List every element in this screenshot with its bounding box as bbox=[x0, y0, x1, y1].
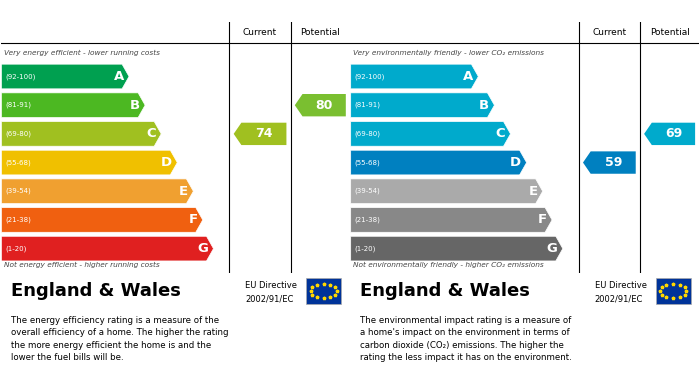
Text: F: F bbox=[188, 213, 197, 226]
Polygon shape bbox=[1, 93, 145, 118]
Text: A: A bbox=[113, 70, 124, 83]
Text: G: G bbox=[197, 242, 208, 255]
Text: (69-80): (69-80) bbox=[5, 131, 31, 137]
Text: Potential: Potential bbox=[650, 28, 690, 37]
Text: (1-20): (1-20) bbox=[354, 246, 376, 252]
Text: 59: 59 bbox=[605, 156, 622, 169]
Text: Environmental Impact (CO₂) Rating: Environmental Impact (CO₂) Rating bbox=[355, 5, 587, 18]
Text: G: G bbox=[547, 242, 557, 255]
Text: 74: 74 bbox=[255, 127, 272, 140]
Text: England & Wales: England & Wales bbox=[11, 282, 181, 300]
Text: D: D bbox=[510, 156, 522, 169]
Text: (81-91): (81-91) bbox=[5, 102, 31, 108]
Polygon shape bbox=[1, 122, 161, 146]
Text: Potential: Potential bbox=[300, 28, 340, 37]
Text: D: D bbox=[161, 156, 172, 169]
Text: Not energy efficient - higher running costs: Not energy efficient - higher running co… bbox=[4, 262, 160, 269]
Polygon shape bbox=[351, 93, 494, 118]
FancyBboxPatch shape bbox=[307, 278, 342, 304]
Text: B: B bbox=[130, 99, 140, 112]
Text: (69-80): (69-80) bbox=[354, 131, 380, 137]
Text: E: E bbox=[179, 185, 188, 198]
Text: A: A bbox=[463, 70, 473, 83]
Polygon shape bbox=[1, 208, 203, 232]
Polygon shape bbox=[1, 179, 193, 204]
Polygon shape bbox=[234, 123, 286, 145]
Text: EU Directive: EU Directive bbox=[594, 281, 647, 290]
Text: (92-100): (92-100) bbox=[354, 73, 384, 80]
Text: (55-68): (55-68) bbox=[5, 159, 31, 166]
Text: Current: Current bbox=[592, 28, 626, 37]
Text: 2002/91/EC: 2002/91/EC bbox=[245, 294, 293, 303]
Text: (1-20): (1-20) bbox=[5, 246, 27, 252]
Text: (21-38): (21-38) bbox=[5, 217, 31, 223]
Text: 69: 69 bbox=[665, 127, 682, 140]
Text: Very energy efficient - lower running costs: Very energy efficient - lower running co… bbox=[4, 50, 160, 56]
Text: (81-91): (81-91) bbox=[354, 102, 380, 108]
Text: F: F bbox=[538, 213, 547, 226]
Text: C: C bbox=[496, 127, 505, 140]
Polygon shape bbox=[351, 208, 552, 232]
Text: England & Wales: England & Wales bbox=[360, 282, 531, 300]
Polygon shape bbox=[351, 150, 526, 175]
Polygon shape bbox=[1, 236, 214, 261]
Polygon shape bbox=[351, 64, 478, 89]
Text: 2002/91/EC: 2002/91/EC bbox=[594, 294, 643, 303]
Polygon shape bbox=[295, 94, 346, 117]
Text: The energy efficiency rating is a measure of the
overall efficiency of a home. T: The energy efficiency rating is a measur… bbox=[11, 316, 229, 362]
Text: (55-68): (55-68) bbox=[354, 159, 380, 166]
Text: Not environmentally friendly - higher CO₂ emissions: Not environmentally friendly - higher CO… bbox=[354, 262, 544, 269]
Polygon shape bbox=[1, 150, 177, 175]
Polygon shape bbox=[583, 151, 636, 174]
Text: B: B bbox=[479, 99, 489, 112]
Text: (92-100): (92-100) bbox=[5, 73, 35, 80]
Text: Very environmentally friendly - lower CO₂ emissions: Very environmentally friendly - lower CO… bbox=[354, 50, 545, 56]
Text: EU Directive: EU Directive bbox=[245, 281, 298, 290]
Text: Energy Efficiency Rating: Energy Efficiency Rating bbox=[6, 5, 169, 18]
Text: (39-54): (39-54) bbox=[354, 188, 380, 194]
Polygon shape bbox=[351, 179, 542, 204]
Text: The environmental impact rating is a measure of
a home's impact on the environme: The environmental impact rating is a mea… bbox=[360, 316, 572, 362]
Polygon shape bbox=[351, 236, 563, 261]
Polygon shape bbox=[1, 64, 129, 89]
Text: (39-54): (39-54) bbox=[5, 188, 31, 194]
Text: C: C bbox=[146, 127, 156, 140]
FancyBboxPatch shape bbox=[656, 278, 691, 304]
Text: Current: Current bbox=[243, 28, 277, 37]
Text: (21-38): (21-38) bbox=[354, 217, 380, 223]
Text: E: E bbox=[528, 185, 538, 198]
Polygon shape bbox=[644, 123, 695, 145]
Polygon shape bbox=[351, 122, 510, 146]
Text: 80: 80 bbox=[316, 99, 332, 112]
